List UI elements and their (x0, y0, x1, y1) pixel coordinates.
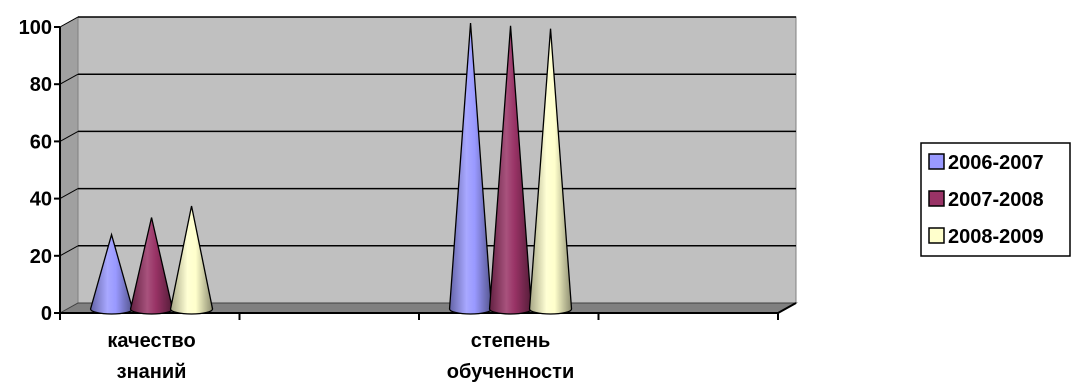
legend-swatch (928, 153, 945, 170)
gridline-side (59, 130, 79, 142)
cone-2008-2009 (169, 205, 214, 315)
gridline-side (59, 73, 79, 85)
plot-area (58, 16, 798, 314)
gridline-side (59, 245, 79, 257)
legend-item: 2006-2007 (928, 152, 1044, 174)
y-tick-label: 100 (19, 17, 52, 39)
legend-item: 2007-2008 (928, 189, 1044, 211)
cone-body (528, 28, 573, 315)
y-axis-ticks: 0 20 40 60 80 100 (19, 17, 60, 325)
data-cones (89, 22, 573, 315)
legend-label: 2008-2009 (948, 226, 1044, 248)
floor-edge (777, 302, 797, 314)
x-category-label: качество знаний (107, 330, 195, 383)
y-tick-label: 20 (30, 246, 52, 268)
legend-box (920, 142, 1071, 257)
legend: 2006-2007 2007-2008 2008-2009 (920, 142, 1071, 257)
cone-body (169, 205, 214, 315)
y-tick-label: 40 (30, 189, 52, 211)
legend-label: 2006-2007 (948, 152, 1044, 174)
gridline-side (59, 188, 79, 200)
gridline-side (59, 16, 79, 28)
plot-side-wall (59, 16, 79, 314)
x-axis-ticks: качество знаний степень обученности (59, 313, 779, 383)
legend-swatch (928, 190, 945, 207)
cone-2008-2009 (528, 28, 573, 315)
legend-label: 2007-2008 (948, 189, 1044, 211)
legend-item: 2008-2009 (928, 226, 1044, 248)
y-tick-label: 0 (41, 303, 52, 325)
x-category-label: степень обученности (447, 330, 575, 383)
y-tick-label: 80 (30, 74, 52, 96)
gridlines (59, 16, 796, 257)
y-tick-label: 60 (30, 131, 52, 153)
legend-swatch (928, 227, 945, 244)
